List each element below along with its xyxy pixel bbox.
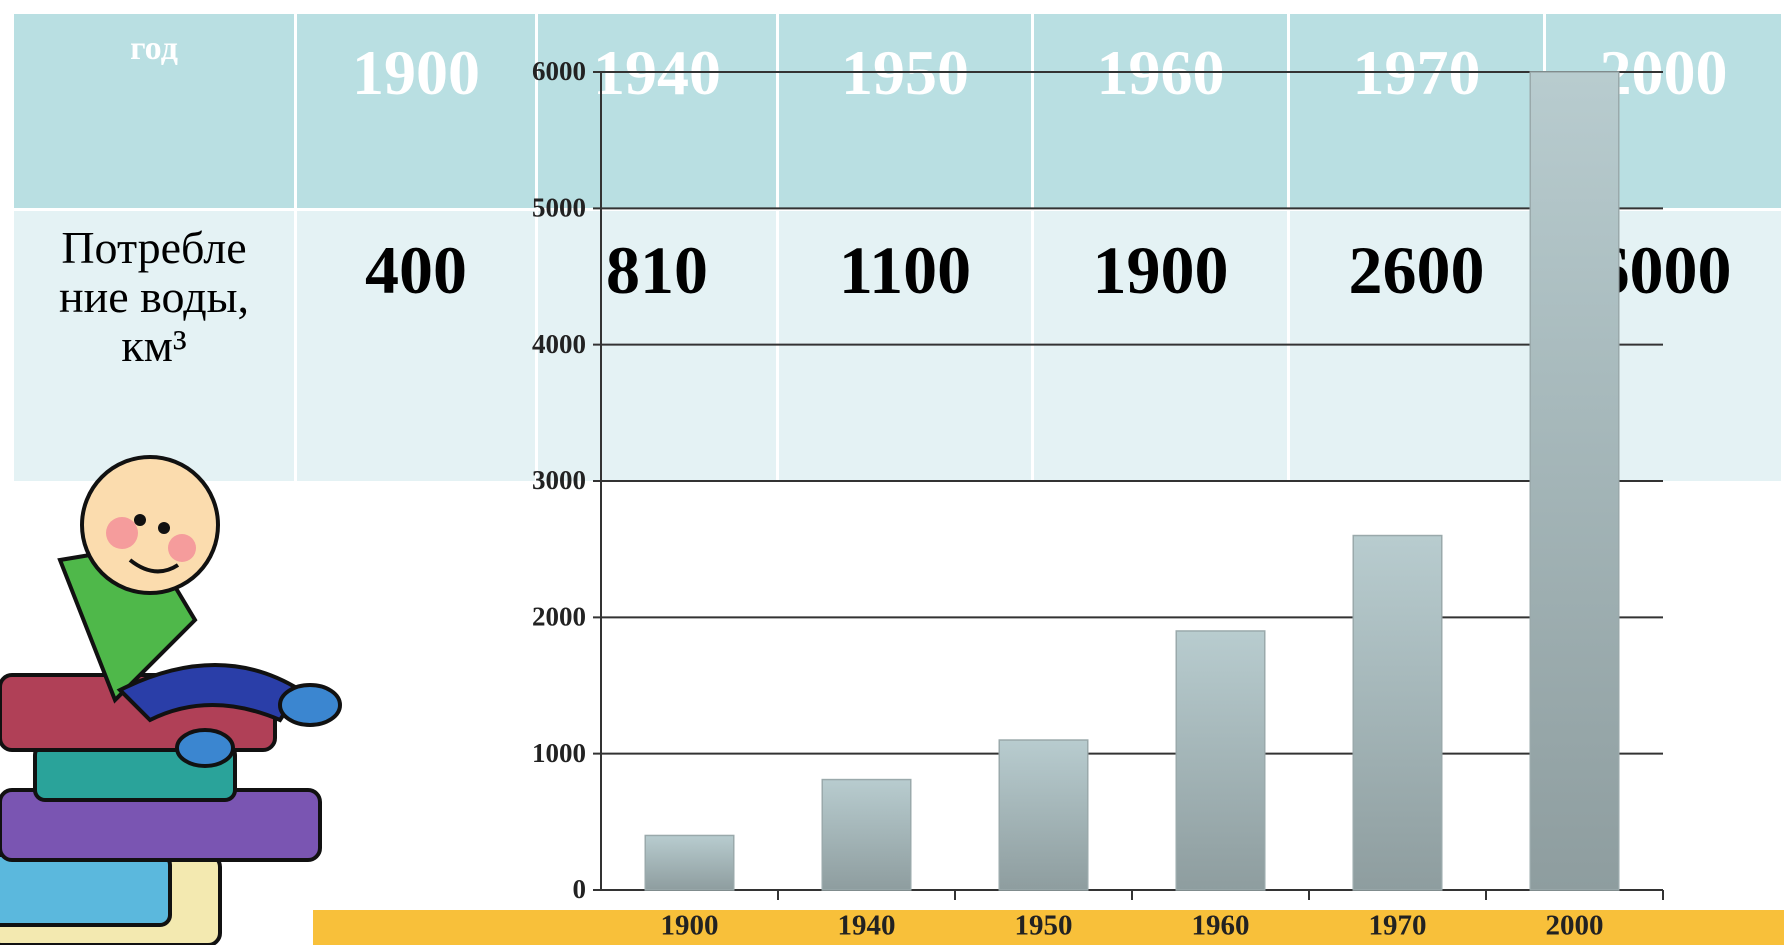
y-tick-label: 3000 <box>532 465 586 495</box>
y-tick-label: 4000 <box>532 329 586 359</box>
x-tick-label: 1940 <box>838 910 896 942</box>
x-tick-label: 1960 <box>1192 910 1250 942</box>
y-tick-label: 2000 <box>532 602 586 632</box>
header-label: год <box>11 11 297 211</box>
cartoon <box>0 455 342 945</box>
bar <box>998 739 1089 891</box>
bar <box>1352 534 1443 891</box>
bar <box>644 834 735 891</box>
bar <box>1529 71 1620 891</box>
cell-value: 2600 <box>1287 208 1546 484</box>
x-tick-label: 1970 <box>1369 910 1427 942</box>
footer-band <box>313 910 1784 945</box>
y-tick-label: 5000 <box>532 193 586 223</box>
cell-value: 1100 <box>776 208 1034 484</box>
x-tick-label: 1950 <box>1015 910 1073 942</box>
y-tick-label: 0 <box>573 874 587 904</box>
y-tick-label: 1000 <box>532 738 586 768</box>
bar <box>1175 630 1266 891</box>
header-year: 1960 <box>1031 11 1290 211</box>
y-tick-label: 6000 <box>532 56 586 86</box>
x-tick-label: 1900 <box>661 910 719 942</box>
row-label: Потребле ние воды, км³ <box>11 208 297 484</box>
cell-value: 810 <box>535 208 779 484</box>
header-year: 1970 <box>1287 11 1546 211</box>
bar <box>821 778 912 891</box>
x-tick-label: 2000 <box>1546 910 1604 942</box>
cell-value: 400 <box>294 208 538 484</box>
header-year: 1900 <box>294 11 538 211</box>
